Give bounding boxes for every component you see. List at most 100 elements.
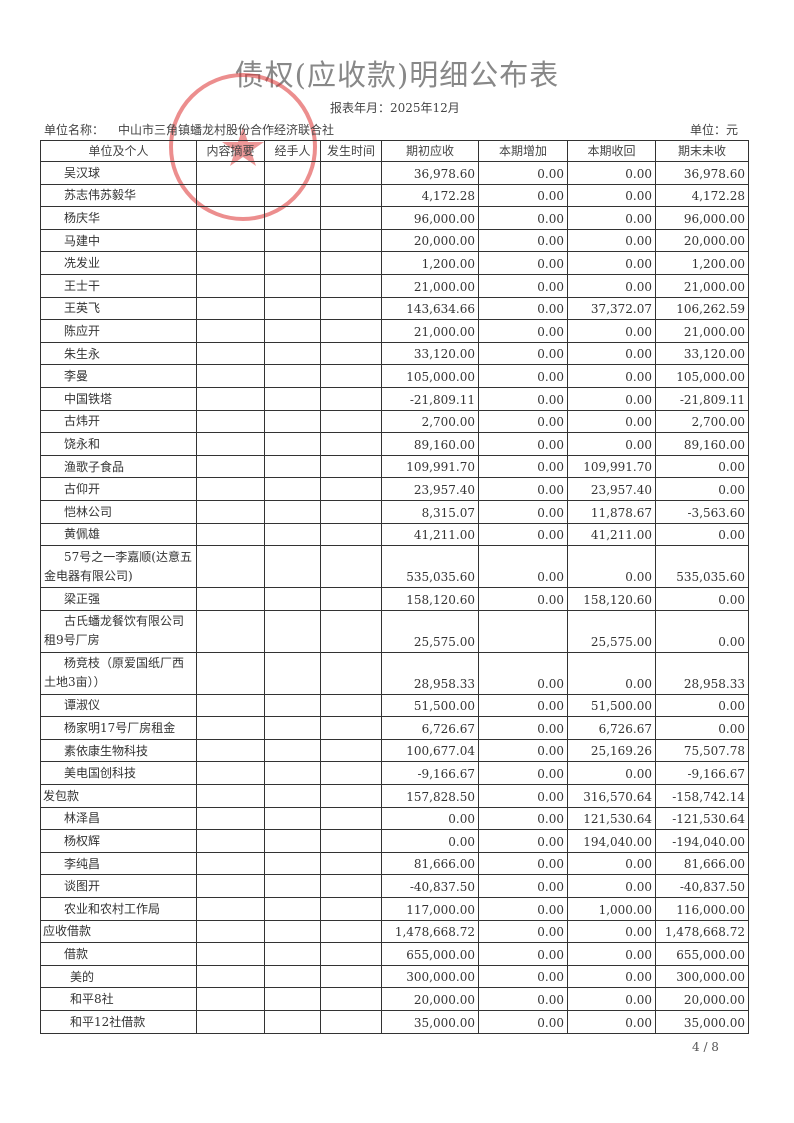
cell-empty bbox=[264, 761, 321, 786]
column-header: 本期收回 bbox=[567, 140, 656, 162]
cell-empty bbox=[320, 738, 382, 763]
cell-empty bbox=[196, 693, 265, 718]
cell-empty bbox=[264, 477, 321, 501]
cell-opening: 0.00 bbox=[381, 829, 479, 853]
cell-empty bbox=[264, 851, 321, 876]
cell-empty bbox=[264, 251, 321, 275]
cell-closing: 2,700.00 bbox=[655, 409, 749, 434]
cell-closing: 105,000.00 bbox=[655, 364, 749, 388]
table-row: 王英飞 143,634.66 0.00 37,372.07 106,262.59 bbox=[40, 296, 749, 321]
receivables-table: 单位及个人 内容摘要 经手人 发生时间 期初应收 本期增加 本期收回 期末未收 吴汉球 36,9… bbox=[40, 140, 749, 1034]
cell-opening: 41,211.00 bbox=[381, 522, 479, 547]
cell-empty bbox=[196, 716, 265, 740]
cell-name: 杨竞枝（原爱国纸厂西土地3亩）） bbox=[40, 651, 197, 695]
cell-opening: 655,000.00 bbox=[381, 942, 479, 966]
cell-empty bbox=[264, 364, 321, 388]
cell-recovered: 0.00 bbox=[567, 851, 656, 876]
cell-increase: 0.00 bbox=[478, 409, 568, 434]
cell-empty bbox=[196, 784, 265, 808]
cell-closing: -194,040.00 bbox=[655, 829, 749, 853]
cell-recovered: 11,878.67 bbox=[567, 499, 656, 524]
cell-recovered: 25,575.00 bbox=[567, 609, 656, 653]
cell-empty bbox=[264, 897, 321, 921]
table-row: 美电国创科技 -9,166.67 0.00 0.00 -9,166.67 bbox=[40, 761, 749, 786]
cell-empty bbox=[320, 942, 382, 966]
cell-empty bbox=[320, 609, 382, 653]
cell-empty bbox=[264, 784, 321, 808]
cell-closing: 106,262.59 bbox=[655, 296, 749, 321]
cell-recovered: 0.00 bbox=[567, 183, 656, 208]
cell-empty bbox=[264, 545, 321, 589]
table-row: 和平12社借款 35,000.00 0.00 0.00 35,000.00 bbox=[40, 1010, 749, 1034]
cell-opening: 28,958.33 bbox=[381, 651, 479, 695]
cell-empty bbox=[196, 454, 265, 479]
cell-empty bbox=[196, 183, 265, 208]
cell-name: 应收借款 bbox=[40, 919, 197, 944]
cell-closing: 0.00 bbox=[655, 477, 749, 501]
cell-empty bbox=[320, 919, 382, 944]
cell-empty bbox=[320, 499, 382, 524]
cell-increase: 0.00 bbox=[478, 341, 568, 366]
table-row: 素依康生物科技 100,677.04 0.00 25,169.26 75,507.78 bbox=[40, 738, 749, 763]
cell-empty bbox=[196, 251, 265, 275]
cell-name: 美的 bbox=[40, 964, 197, 989]
cell-opening: 89,160.00 bbox=[381, 432, 479, 456]
report-date: 报表年月：2025年12月 bbox=[330, 101, 460, 115]
cell-recovered: 6,726.67 bbox=[567, 716, 656, 740]
cell-closing: 81,666.00 bbox=[655, 851, 749, 876]
table-row: 古仰开 23,957.40 0.00 23,957.40 0.00 bbox=[40, 477, 749, 501]
cell-name: 古氏蟠龙餐饮有限公司租9号厂房 bbox=[40, 609, 197, 653]
column-header: 期末未收 bbox=[655, 140, 749, 162]
cell-closing: 655,000.00 bbox=[655, 942, 749, 966]
column-header: 内容摘要 bbox=[196, 140, 265, 162]
cell-closing: 21,000.00 bbox=[655, 319, 749, 343]
cell-opening: 100,677.04 bbox=[381, 738, 479, 763]
cell-increase: 0.00 bbox=[478, 499, 568, 524]
cell-opening: 1,200.00 bbox=[381, 251, 479, 275]
cell-empty bbox=[320, 432, 382, 456]
cell-name: 和平12社借款 bbox=[40, 1010, 197, 1034]
cell-empty bbox=[320, 693, 382, 718]
table-row: 黄佩雄 41,211.00 0.00 41,211.00 0.00 bbox=[40, 522, 749, 547]
cell-recovered: 0.00 bbox=[567, 319, 656, 343]
cell-recovered: 0.00 bbox=[567, 545, 656, 589]
cell-name: 陈应开 bbox=[40, 319, 197, 343]
cell-closing: 0.00 bbox=[655, 587, 749, 611]
cell-increase: 0.00 bbox=[478, 545, 568, 589]
page-number: 4 / 8 bbox=[692, 1040, 719, 1054]
cell-name: 美电国创科技 bbox=[40, 761, 197, 786]
cell-closing: 28,958.33 bbox=[655, 651, 749, 695]
cell-increase: 0.00 bbox=[478, 386, 568, 411]
cell-increase: 0.00 bbox=[478, 251, 568, 275]
page-title: 债权(应收款)明细公布表 bbox=[234, 58, 560, 92]
cell-empty bbox=[196, 545, 265, 589]
cell-empty bbox=[320, 874, 382, 899]
table-row: 杨家明17号厂房租金 6,726.67 0.00 6,726.67 0.00 bbox=[40, 716, 749, 740]
column-header: 单位及个人 bbox=[40, 140, 197, 162]
cell-empty bbox=[264, 1010, 321, 1034]
cell-name: 苏志伟苏毅华 bbox=[40, 183, 197, 208]
cell-recovered: 316,570.64 bbox=[567, 784, 656, 808]
cell-name: 朱生永 bbox=[40, 341, 197, 366]
cell-closing: 36,978.60 bbox=[655, 161, 749, 185]
cell-empty bbox=[320, 829, 382, 853]
cell-empty bbox=[264, 183, 321, 208]
cell-empty bbox=[264, 738, 321, 763]
cell-empty bbox=[320, 161, 382, 185]
cell-empty bbox=[320, 784, 382, 808]
cell-increase: 0.00 bbox=[478, 964, 568, 989]
table-row: 林泽昌 0.00 0.00 121,530.64 -121,530.64 bbox=[40, 806, 749, 831]
cell-empty bbox=[196, 409, 265, 434]
cell-empty bbox=[264, 651, 321, 695]
cell-empty bbox=[320, 477, 382, 501]
cell-empty bbox=[264, 942, 321, 966]
cell-name: 马建中 bbox=[40, 228, 197, 253]
cell-increase: 0.00 bbox=[478, 183, 568, 208]
cell-name: 借款 bbox=[40, 942, 197, 966]
cell-empty bbox=[264, 319, 321, 343]
cell-empty bbox=[320, 806, 382, 831]
cell-empty bbox=[196, 874, 265, 899]
currency-unit: 单位：元 bbox=[690, 123, 739, 137]
table-row: 57号之一李嘉顺(达意五金电器有限公司) 535,035.60 0.00 0.00 53… bbox=[40, 545, 749, 589]
cell-closing: 1,478,668.72 bbox=[655, 919, 749, 944]
